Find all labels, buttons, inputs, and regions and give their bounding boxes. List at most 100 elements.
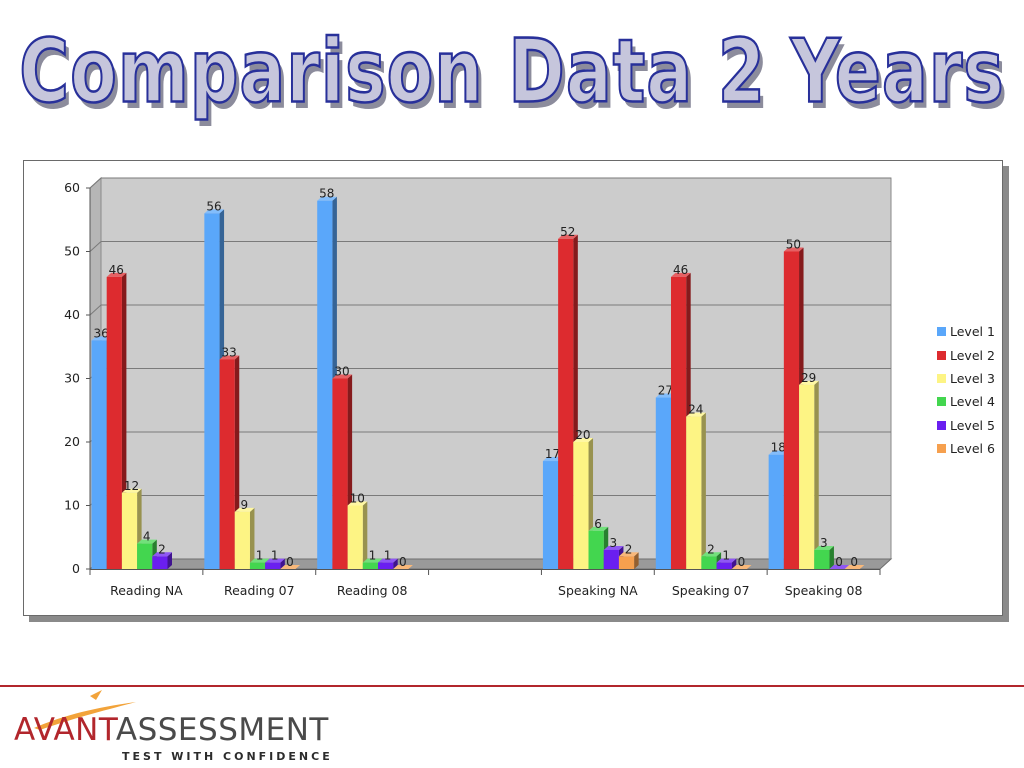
bar-side — [393, 558, 398, 569]
bar-top — [603, 545, 624, 550]
legend-swatch — [937, 350, 946, 360]
data-label: 0 — [738, 555, 746, 569]
bar — [347, 505, 363, 569]
data-label: 46 — [673, 263, 688, 277]
legend-label: Level 1 — [950, 324, 995, 340]
footer-divider — [0, 685, 1024, 687]
bar — [204, 213, 220, 569]
legend-item: Level 3 — [937, 367, 995, 390]
bar-top — [542, 457, 563, 462]
y-tick-label: 20 — [64, 434, 80, 449]
legend-item: Level 6 — [937, 437, 995, 460]
bar — [249, 562, 266, 569]
bar — [701, 556, 717, 569]
bar-top — [121, 488, 142, 493]
y-tick-label: 50 — [64, 244, 80, 259]
chart-legend: Level 1 Level 2 Level 3 Level 4 Level 5 Level… — [937, 320, 995, 460]
bar — [716, 562, 732, 569]
data-label: 50 — [786, 238, 801, 252]
bar — [137, 543, 153, 569]
data-label: 33 — [222, 345, 237, 359]
data-label: 2 — [625, 542, 633, 556]
bar-top — [783, 247, 804, 252]
legend-item: Level 4 — [937, 390, 995, 413]
data-label: 12 — [124, 479, 139, 493]
legend-swatch — [937, 397, 946, 407]
bar-side — [701, 412, 706, 569]
data-label: 2 — [158, 542, 166, 556]
bar-top — [362, 558, 383, 563]
bar — [219, 359, 235, 569]
bar-top — [249, 558, 270, 563]
logo-swoosh-icon — [34, 690, 136, 730]
x-tick-label: Reading 08 — [337, 583, 408, 598]
data-label: 2 — [707, 542, 715, 556]
y-tick-label: 10 — [64, 498, 80, 513]
data-label: 27 — [658, 384, 673, 398]
bar-top — [204, 209, 225, 214]
x-tick-label: Speaking NA — [558, 583, 638, 598]
y-tick-label: 30 — [64, 371, 80, 386]
bar-top — [573, 438, 594, 442]
legend-swatch — [937, 420, 946, 430]
data-label: 0 — [835, 555, 843, 569]
bar — [814, 549, 830, 569]
bar — [783, 251, 800, 569]
data-label: 18 — [771, 441, 786, 455]
gridline-side — [89, 177, 102, 189]
logo-word-avant: AVANT — [14, 712, 116, 748]
legend-item: Level 1 — [937, 320, 995, 343]
logo-word-assessment: ASSESSMENT — [115, 712, 329, 748]
chart-frame: 0 10 20 30 40 50 60 Reading NA Reading 07 Reading… — [23, 160, 1003, 616]
legend-item: Level 2 — [937, 343, 995, 366]
data-label: 1 — [369, 549, 377, 563]
bar-top — [686, 412, 706, 417]
bar-top — [137, 539, 157, 544]
data-label: 3 — [610, 536, 618, 550]
bar-side — [362, 501, 368, 569]
bar-side — [280, 558, 285, 569]
bar — [670, 276, 687, 569]
bar — [542, 461, 559, 569]
bar-top — [347, 501, 368, 506]
data-label: 1 — [256, 549, 264, 563]
slide-title: Comparison Data 2 Years — [18, 21, 1005, 125]
legend-swatch — [937, 373, 946, 383]
bar-top — [219, 355, 240, 360]
data-label: 9 — [241, 498, 249, 512]
bar-top — [768, 450, 789, 455]
bar — [265, 562, 281, 569]
bar — [558, 238, 574, 570]
data-label: 29 — [801, 371, 816, 385]
legend-label: Level 2 — [950, 347, 995, 363]
bar-top — [558, 234, 578, 239]
bar-top — [655, 393, 676, 398]
data-label: 6 — [594, 517, 602, 531]
bar-top — [91, 336, 112, 341]
bar-top — [814, 545, 834, 550]
data-label: 24 — [688, 403, 703, 417]
data-label: 0 — [399, 555, 407, 569]
data-label: 1 — [271, 549, 279, 563]
bar-top — [844, 565, 865, 569]
bar — [603, 549, 619, 569]
data-label: 20 — [575, 428, 590, 442]
bar-side — [814, 380, 819, 569]
data-label: 10 — [350, 492, 365, 506]
bar-top — [265, 558, 285, 563]
data-label: 1 — [722, 549, 730, 563]
bar — [362, 562, 379, 569]
legend-label: Level 5 — [950, 417, 995, 433]
gridline-side — [89, 241, 102, 252]
legend-label: Level 4 — [950, 394, 995, 410]
y-tick-label: 0 — [72, 561, 80, 576]
y-tick-label: 60 — [64, 180, 80, 195]
data-label: 30 — [334, 365, 349, 379]
x-tick-label: Reading 07 — [224, 583, 295, 598]
bar-top — [716, 558, 737, 563]
logo-tagline: TEST WITH CONFIDENCE — [122, 750, 333, 763]
legend-swatch — [937, 444, 946, 454]
data-label: 4 — [143, 530, 151, 544]
legend-swatch — [937, 327, 946, 337]
bar — [91, 340, 107, 569]
